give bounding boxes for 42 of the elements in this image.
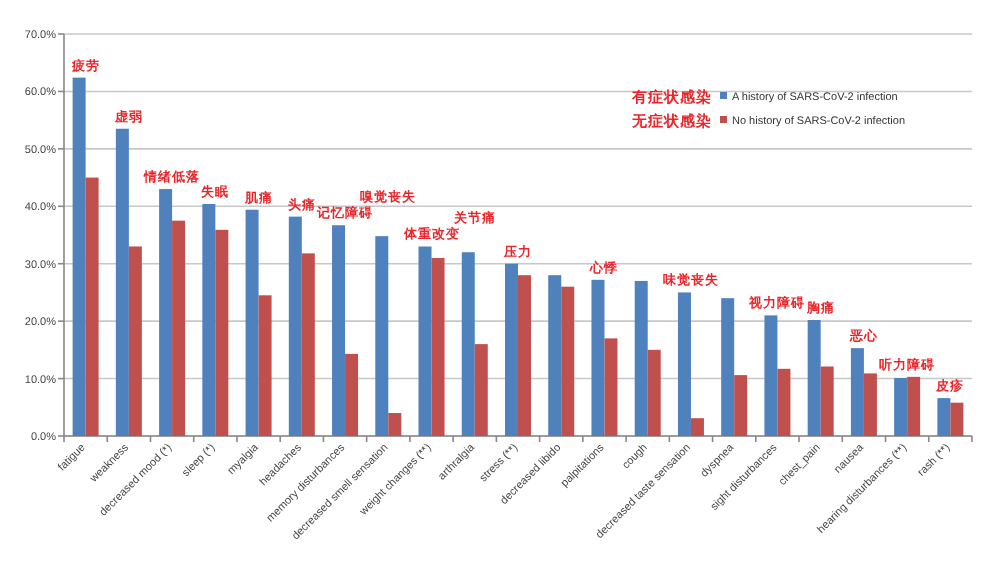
bar bbox=[258, 295, 272, 436]
bar bbox=[863, 373, 877, 436]
bar bbox=[907, 376, 921, 436]
bar bbox=[301, 253, 315, 436]
bar bbox=[215, 229, 229, 436]
bar bbox=[807, 319, 821, 436]
bar bbox=[115, 128, 129, 436]
bar bbox=[677, 292, 691, 436]
bar bbox=[72, 77, 86, 436]
bar bbox=[418, 246, 432, 436]
bar bbox=[777, 368, 791, 436]
bar bbox=[950, 402, 964, 436]
bar bbox=[345, 353, 359, 436]
bar bbox=[202, 203, 216, 436]
bar bbox=[288, 216, 302, 436]
bar bbox=[820, 366, 834, 436]
bar bbox=[245, 209, 259, 436]
bar bbox=[591, 279, 605, 436]
bar bbox=[690, 418, 704, 436]
bar bbox=[431, 257, 445, 436]
bar bbox=[128, 246, 142, 436]
bar bbox=[548, 275, 562, 436]
bar bbox=[647, 349, 661, 436]
bar bbox=[561, 286, 575, 436]
bar bbox=[634, 280, 648, 436]
bar bbox=[461, 252, 475, 436]
bar bbox=[505, 263, 518, 436]
bar bbox=[85, 177, 99, 436]
bar bbox=[388, 413, 402, 436]
bar bbox=[734, 375, 748, 436]
bar bbox=[159, 189, 173, 436]
bar bbox=[850, 348, 864, 436]
bar bbox=[474, 344, 488, 436]
bar bbox=[937, 398, 951, 436]
bar bbox=[375, 236, 389, 436]
bar bbox=[518, 275, 531, 436]
bar bbox=[894, 378, 908, 436]
bar bbox=[764, 315, 778, 436]
bar bbox=[604, 338, 618, 436]
bar bbox=[332, 225, 346, 436]
bar bbox=[172, 220, 186, 436]
bar bbox=[721, 298, 735, 436]
